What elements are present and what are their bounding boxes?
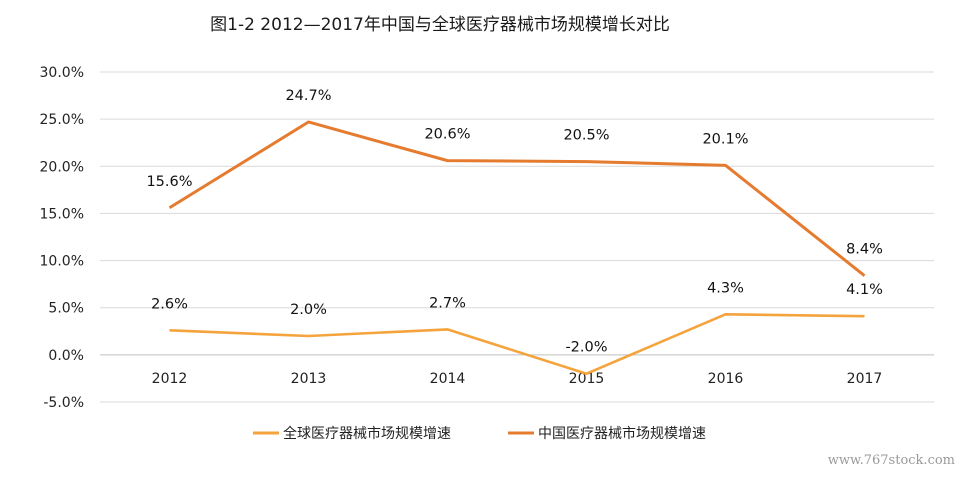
data-label: 2.6% — [151, 296, 188, 312]
data-label: 20.1% — [702, 131, 748, 147]
y-axis-ticks: 30.0% 25.0% 20.0% 15.0% 10.0% 5.0% 0.0% -5.0% — [40, 65, 84, 411]
x-tick-label: 2013 — [291, 371, 327, 387]
x-axis-ticks: 2012 2013 2014 2015 2016 2017 — [152, 371, 883, 387]
legend-item-1: 中国医疗器械市场规模增速 — [508, 425, 706, 442]
legend: 全球医疗器械市场规模增速 中国医疗器械市场规模增速 — [253, 425, 706, 442]
legend-label: 全球医疗器械市场规模增速 — [283, 425, 451, 442]
y-tick-label: 25.0% — [40, 112, 84, 128]
data-label: 2.0% — [290, 302, 327, 318]
y-tick-label: 10.0% — [40, 254, 84, 270]
watermark: www.767stock.com — [827, 453, 955, 468]
y-tick-label: 30.0% — [40, 65, 84, 81]
data-label: 4.3% — [707, 280, 744, 296]
gridlines — [100, 71, 934, 403]
data-label: 24.7% — [285, 88, 331, 104]
x-tick-label: 2014 — [430, 371, 466, 387]
x-tick-label: 2016 — [708, 371, 744, 387]
series-lines — [168, 120, 866, 376]
data-label: 15.6% — [146, 174, 192, 190]
y-tick-label: 0.0% — [48, 348, 84, 364]
data-labels: 2.6% 2.0% 2.7% -2.0% 4.3% 4.1% 15.6% 24.7% 20.6%… — [146, 88, 882, 356]
data-label: 20.6% — [424, 127, 470, 143]
x-tick-label: 2012 — [152, 371, 188, 387]
data-label: 2.7% — [429, 295, 466, 311]
data-label: 20.5% — [563, 128, 609, 144]
legend-label: 中国医疗器械市场规模增速 — [538, 425, 706, 442]
data-label: 4.1% — [846, 282, 883, 298]
y-tick-label: 5.0% — [48, 301, 84, 317]
data-label: 8.4% — [846, 242, 883, 258]
y-tick-label: 15.0% — [40, 206, 84, 222]
x-tick-label: 2017 — [847, 371, 883, 387]
legend-item-0: 全球医疗器械市场规模增速 — [253, 425, 451, 442]
series-line-1 — [168, 120, 866, 277]
y-tick-label: -5.0% — [43, 395, 84, 411]
x-tick-label: 2015 — [569, 371, 605, 387]
y-tick-label: 20.0% — [40, 159, 84, 175]
chart-title: 图1-2 2012—2017年中国与全球医疗器械市场规模增长对比 — [210, 15, 670, 35]
series-line-0 — [169, 313, 865, 376]
data-label: -2.0% — [565, 340, 607, 356]
